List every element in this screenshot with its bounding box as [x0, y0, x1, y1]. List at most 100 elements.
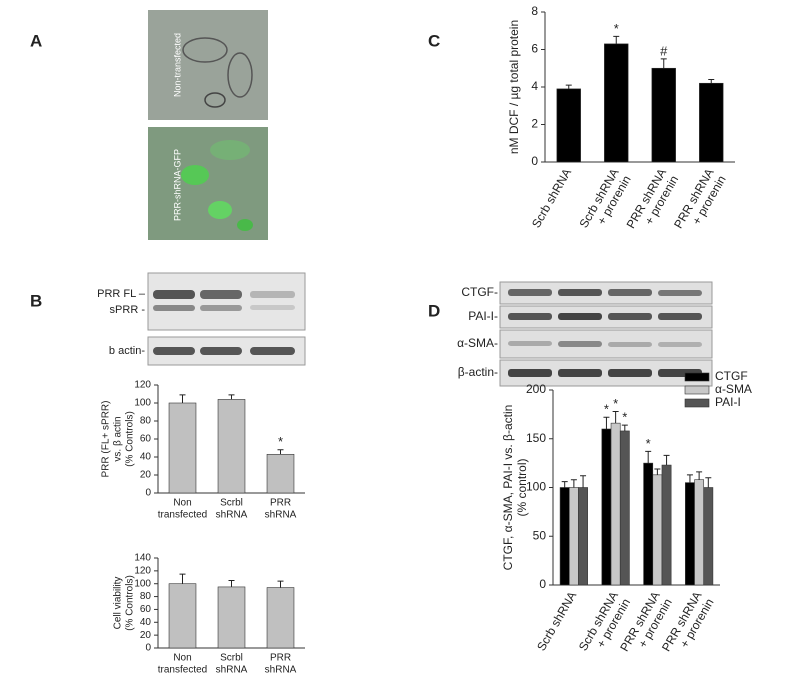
error-bar — [705, 477, 712, 488]
x-tick-label: Scrbl — [220, 653, 243, 664]
error-bar — [179, 573, 186, 584]
error-bar — [613, 35, 620, 44]
bar — [601, 428, 612, 586]
blot-label: PAI-I- — [468, 309, 498, 323]
x-tick-label: shRNA — [265, 510, 297, 521]
error-bar — [654, 468, 661, 475]
y-tick-label: 140 — [134, 553, 151, 564]
bar — [578, 487, 588, 586]
bar — [266, 587, 295, 649]
y-tick-label: 120 — [134, 380, 151, 391]
y-tick-label: 100 — [134, 578, 151, 589]
image-label: PRR-shRNA-GFP — [172, 149, 182, 221]
bar — [619, 430, 630, 586]
x-tick-label: shRNA — [216, 510, 248, 521]
error-bar — [277, 449, 284, 455]
blot-label: sPRR - — [110, 304, 146, 316]
bar — [217, 399, 246, 494]
error-bar — [580, 475, 587, 488]
y-tick-label: 100 — [134, 398, 151, 409]
legend-swatch — [684, 385, 710, 395]
blot-label: β-actin- — [458, 365, 498, 379]
y-tick-label: 6 — [531, 42, 538, 56]
panel-label: C — [428, 31, 440, 50]
legend-swatch — [684, 372, 710, 382]
bar — [559, 487, 570, 586]
x-tick-label: PRR — [270, 653, 291, 664]
significance-marker: * — [613, 396, 618, 411]
y-axis-label: vs. β actin — [113, 416, 124, 461]
western-blot: PRR FL – sPRR - b actin- — [97, 272, 306, 366]
bar — [168, 402, 197, 494]
y-tick-label: 20 — [140, 630, 152, 641]
x-tick-label: shRNA — [216, 665, 248, 676]
blot-label: α-SMA- — [457, 336, 498, 350]
bar — [661, 464, 672, 586]
y-tick-label: 20 — [140, 470, 152, 481]
error-bar — [561, 481, 568, 488]
x-tick-label: PRR — [270, 498, 291, 509]
blot-label: CTGF- — [461, 285, 498, 299]
significance-marker: * — [622, 410, 627, 425]
y-tick-label: 60 — [140, 434, 152, 445]
y-axis-label: (% control) — [515, 458, 529, 516]
bar — [643, 462, 654, 586]
bar — [168, 583, 197, 649]
bar — [604, 43, 629, 163]
x-tick-label: Scrb shRNA — [534, 589, 579, 653]
error-bar — [228, 394, 235, 400]
y-axis-label: (% Controls) — [125, 411, 136, 467]
x-tick-label: Non — [173, 653, 191, 664]
y-axis-label: CTGF, α-SMA, PAI-I vs. β-actin — [501, 405, 515, 571]
bar — [217, 586, 246, 649]
bar — [694, 479, 705, 586]
error-bar — [179, 394, 186, 403]
legend-label: α-SMA — [715, 382, 752, 396]
bar — [652, 474, 663, 586]
western-blot: CTGF- PAI-I- α-SMA- β-actin- — [457, 281, 713, 387]
y-tick-label: 80 — [140, 591, 152, 602]
error-bar — [663, 454, 670, 466]
y-tick-label: 120 — [134, 565, 151, 576]
x-tick-label: Scrb shRNA — [529, 166, 574, 230]
bar — [610, 422, 621, 586]
error-bar — [645, 450, 652, 464]
panel-label: B — [30, 291, 42, 310]
y-axis-label: PRR (FL+ sPRR) — [101, 401, 112, 478]
error-bar — [660, 58, 667, 69]
bar — [556, 88, 581, 163]
image-label: Non-transfected — [172, 33, 182, 97]
error-bar — [612, 410, 619, 424]
micrograph: Non-transfected — [148, 10, 268, 120]
x-tick-label: transfected — [158, 510, 207, 521]
bar — [266, 453, 295, 494]
y-tick-label: 100 — [526, 480, 546, 494]
blot-label: b actin- — [109, 345, 145, 357]
y-tick-label: 0 — [145, 643, 151, 654]
bar — [568, 487, 579, 586]
x-tick-label: Non — [173, 498, 191, 509]
bar — [651, 67, 676, 163]
y-tick-label: 150 — [526, 431, 546, 445]
y-tick-label: 40 — [140, 617, 152, 628]
panel-label: D — [428, 301, 440, 320]
micrograph: PRR-shRNA-GFP — [148, 127, 268, 240]
y-tick-label: 4 — [531, 79, 538, 93]
significance-marker: * — [278, 434, 283, 449]
bar — [703, 487, 714, 586]
bar — [685, 482, 695, 586]
significance-marker: # — [660, 43, 668, 58]
y-tick-label: 60 — [140, 604, 152, 615]
y-tick-label: 50 — [533, 528, 547, 542]
y-tick-label: 40 — [140, 452, 152, 463]
x-tick-label: transfected — [158, 665, 207, 676]
y-tick-label: 2 — [531, 117, 538, 131]
legend-label: CTGF — [715, 369, 748, 383]
panel-label: A — [30, 31, 42, 50]
significance-marker: * — [614, 21, 619, 36]
significance-marker: * — [646, 436, 651, 451]
error-bar — [621, 424, 628, 431]
significance-marker: * — [604, 402, 609, 417]
x-tick-label: Scrbl — [220, 498, 243, 509]
